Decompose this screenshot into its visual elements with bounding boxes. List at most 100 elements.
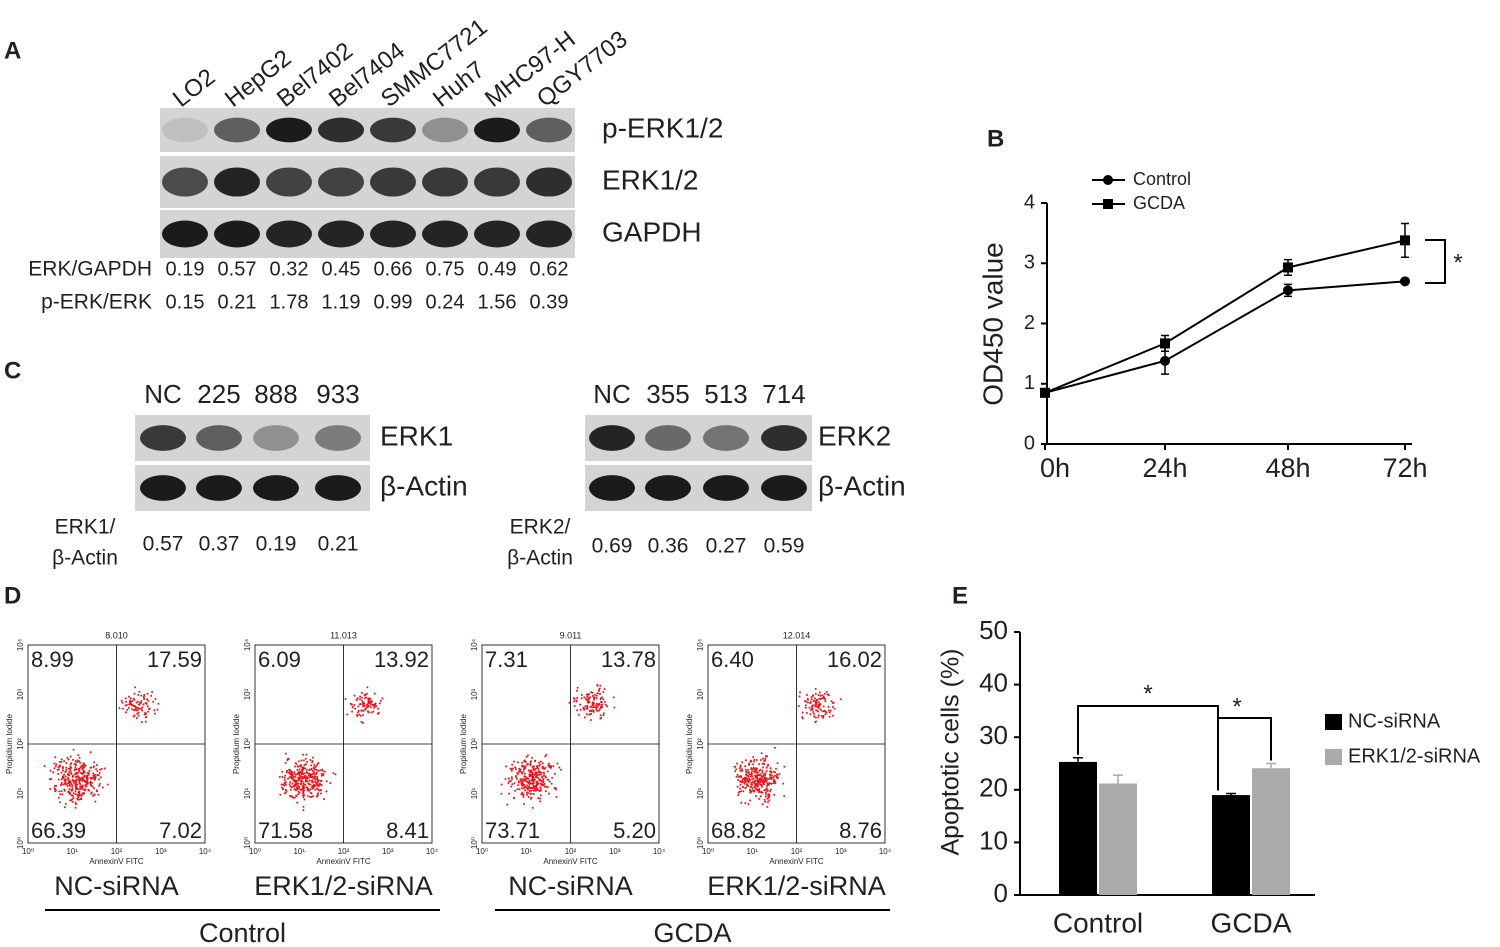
event-dot xyxy=(320,774,323,777)
event-dot xyxy=(306,760,309,763)
marker xyxy=(1400,235,1410,246)
event-dot xyxy=(583,696,586,699)
lane-label: 355 xyxy=(646,379,689,409)
event-dot xyxy=(813,712,816,715)
event-dot xyxy=(312,795,314,798)
blot-band xyxy=(214,167,260,197)
event-dot xyxy=(759,773,762,776)
event-dot xyxy=(595,694,598,697)
event-dot xyxy=(758,797,761,800)
event-dot xyxy=(812,711,815,713)
event-dot xyxy=(604,703,607,706)
event-dot xyxy=(53,784,56,787)
panel-letter: A xyxy=(4,37,21,64)
y-tick-label: 3 xyxy=(1024,252,1035,274)
event-dot xyxy=(136,712,139,715)
event-dot xyxy=(302,784,305,787)
y-tick-label: 10² xyxy=(16,738,25,750)
ratio-value: 0.21 xyxy=(218,291,257,313)
event-dot xyxy=(302,809,305,812)
ratio-value: 0.49 xyxy=(478,258,517,280)
event-dot xyxy=(362,709,365,712)
event-dot xyxy=(527,796,530,798)
event-dot xyxy=(302,796,305,799)
event-dot xyxy=(53,767,56,770)
blot-band xyxy=(474,167,520,197)
event-dot xyxy=(599,684,602,687)
event-dot xyxy=(142,703,145,706)
blot-band xyxy=(214,117,260,143)
event-dot xyxy=(294,783,297,786)
event-dot xyxy=(749,799,752,802)
event-dot xyxy=(53,787,56,790)
event-dot xyxy=(743,776,746,779)
event-dot xyxy=(103,767,106,770)
event-dot xyxy=(58,801,61,804)
event-dot xyxy=(78,780,81,783)
event-dot xyxy=(768,777,771,780)
event-dot xyxy=(526,793,529,796)
plot-title: 11.013 xyxy=(330,630,357,640)
y-tick-label: 10¹ xyxy=(243,787,252,799)
event-dot xyxy=(756,776,758,779)
event-dot xyxy=(74,793,77,796)
event-dot xyxy=(69,763,72,766)
event-dot xyxy=(141,706,144,709)
event-dot xyxy=(745,780,748,783)
event-dot xyxy=(304,763,307,766)
event-dot xyxy=(124,697,127,700)
event-dot xyxy=(822,715,825,717)
event-dot xyxy=(602,691,605,693)
event-dot xyxy=(558,766,561,769)
event-dot xyxy=(745,777,748,780)
event-dot xyxy=(284,781,287,784)
ratio-value: 0.75 xyxy=(426,258,465,280)
event-dot xyxy=(306,786,309,789)
event-dot xyxy=(539,797,542,800)
event-dot xyxy=(761,779,764,782)
y-tick-label: 4 xyxy=(1024,191,1035,213)
event-dot xyxy=(127,706,130,709)
event-dot xyxy=(309,759,312,761)
event-dot xyxy=(585,713,588,715)
event-dot xyxy=(750,759,752,762)
y-tick-label: 40 xyxy=(979,667,1008,697)
event-dot xyxy=(133,709,136,711)
event-dot xyxy=(769,782,772,785)
event-dot xyxy=(522,795,525,798)
event-dot xyxy=(543,772,546,775)
event-dot xyxy=(516,773,519,776)
event-dot xyxy=(318,789,321,792)
event-dot xyxy=(308,769,311,772)
event-dot xyxy=(140,721,143,724)
y-axis-label: Propidium Iodide xyxy=(685,713,694,774)
event-dot xyxy=(360,709,363,712)
series-line xyxy=(1044,239,1406,394)
y-tick-label: 2 xyxy=(1024,312,1035,334)
event-dot xyxy=(62,783,65,786)
event-dot xyxy=(53,762,56,765)
event-dot xyxy=(124,704,127,707)
event-dot xyxy=(135,701,138,704)
event-dot xyxy=(525,786,528,789)
event-dot xyxy=(759,778,762,780)
event-dot xyxy=(760,785,763,788)
event-dot xyxy=(500,783,503,786)
band-label: ERK1 xyxy=(380,420,453,451)
event-dot xyxy=(66,785,69,787)
marker xyxy=(1040,387,1050,398)
event-dot xyxy=(824,700,827,703)
event-dot xyxy=(751,775,754,778)
event-dot xyxy=(527,791,529,794)
event-dot xyxy=(302,753,304,756)
event-dot xyxy=(137,714,140,717)
event-dot xyxy=(301,780,304,783)
event-dot xyxy=(538,761,540,764)
event-dot xyxy=(582,706,585,709)
event-dot xyxy=(94,778,96,781)
event-dot xyxy=(370,711,373,714)
event-dot xyxy=(302,782,305,785)
event-dot xyxy=(809,708,812,711)
event-dot xyxy=(283,779,286,781)
y-tick-label: 10⁴ xyxy=(16,638,25,651)
